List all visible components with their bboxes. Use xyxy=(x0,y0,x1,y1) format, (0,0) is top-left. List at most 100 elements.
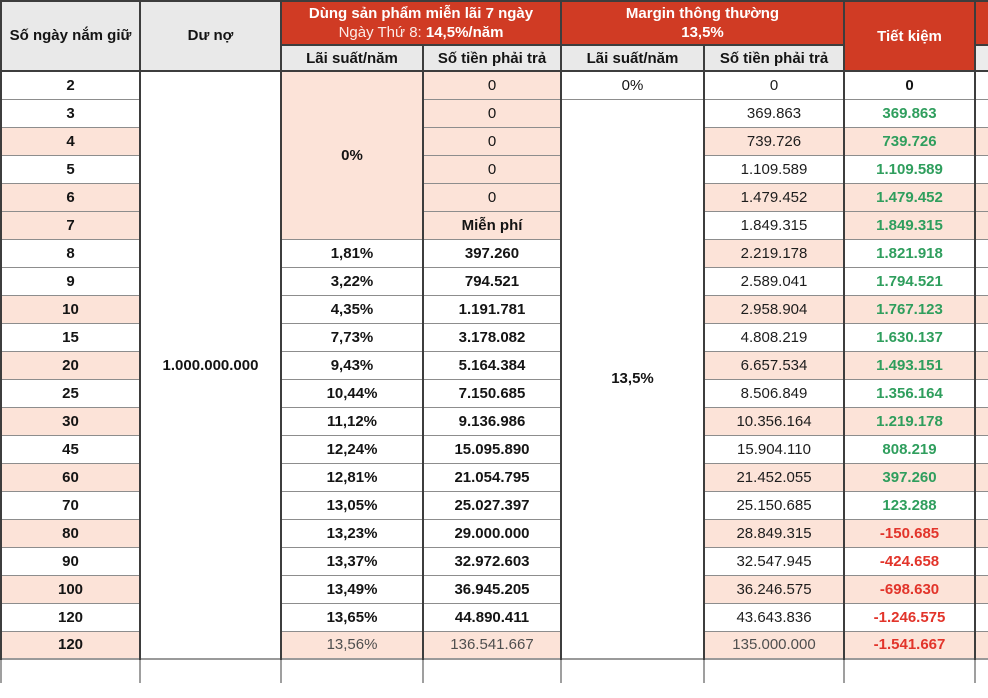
cell-promo-rate: 3,22% xyxy=(280,266,423,295)
cell-promo-amount: 32.972.603 xyxy=(422,546,561,575)
cell-saving: -150.685 xyxy=(843,518,976,547)
cell-saving: 1.219.178 xyxy=(843,406,976,435)
cell-days: 100 xyxy=(0,574,140,603)
partial-empty-row xyxy=(0,658,988,683)
cell-cutoff xyxy=(974,322,988,351)
table-row: 120 13,56% 136.541.667 135.000.000 -1.541.66… xyxy=(0,630,988,659)
cell-margin-amount: 25.150.685 xyxy=(702,490,845,519)
cell-promo-rate: 4,35% xyxy=(280,294,423,323)
cell-saving: 1.849.315 xyxy=(843,210,976,239)
cell-cutoff xyxy=(974,574,988,603)
cell-days: 8 xyxy=(0,238,140,267)
cell-days: 5 xyxy=(0,154,140,183)
subheader-margin-amount: Số tiền phải trả xyxy=(702,44,845,71)
cell-margin-amount: 1.109.589 xyxy=(702,154,845,183)
cell-promo-rate: 7,73% xyxy=(280,322,423,351)
subheader-promo-rate: Lãi suất/năm xyxy=(280,44,423,71)
table-row: 100 13,49% 36.945.205 36.246.575 -698.630 xyxy=(0,574,988,603)
cell-promo-amount: 25.027.397 xyxy=(422,490,561,519)
cell-days: 60 xyxy=(0,462,140,491)
cell-cutoff xyxy=(974,378,988,407)
cell-cutoff xyxy=(974,98,988,127)
cell-saving: 1.493.151 xyxy=(843,350,976,379)
cell-cutoff xyxy=(974,154,988,183)
table-row: 90 13,37% 32.972.603 32.547.945 -424.658 xyxy=(0,546,988,575)
cell-promo-amount: 21.054.795 xyxy=(422,462,561,491)
cell-margin-amount: 2.958.904 xyxy=(702,294,845,323)
table-row: 7 Miễn phí 1.849.315 1.849.315 xyxy=(0,210,988,239)
cell-promo-amount: 0 xyxy=(422,154,561,183)
cell-saving: 1.630.137 xyxy=(843,322,976,351)
cell-cutoff xyxy=(974,462,988,491)
cell-margin-amount: 10.356.164 xyxy=(702,406,845,435)
cell-empty xyxy=(422,658,561,683)
cell-saving: 0 xyxy=(843,70,976,99)
cell-days: 30 xyxy=(0,406,140,435)
subheader-margin-rate: Lãi suất/năm xyxy=(560,44,704,71)
cell-days: 70 xyxy=(0,490,140,519)
cell-promo-rate: 13,56% xyxy=(280,630,423,659)
cell-saving: -1.541.667 xyxy=(843,630,976,659)
cell-margin-amount: 135.000.000 xyxy=(702,630,845,659)
table-row: 3 0 13,5% 369.863 369.863 xyxy=(0,98,988,659)
cell-cutoff xyxy=(974,546,988,575)
cell-days: 9 xyxy=(0,266,140,295)
cell-empty xyxy=(280,658,423,683)
cell-margin-amount: 1.849.315 xyxy=(702,210,845,239)
table-row: 45 12,24% 15.095.890 15.904.110 808.219 xyxy=(0,434,988,463)
cell-margin-amount: 8.506.849 xyxy=(702,378,845,407)
cell-saving: 1.109.589 xyxy=(843,154,976,183)
cell-cutoff xyxy=(974,518,988,547)
cell-promo-amount: 5.164.384 xyxy=(422,350,561,379)
cell-promo-amount: 7.150.685 xyxy=(422,378,561,407)
cell-saving: -424.658 xyxy=(843,546,976,575)
cell-promo-rate: 13,65% xyxy=(280,602,423,631)
cell-promo-rate: 13,23% xyxy=(280,518,423,547)
header-days: Số ngày nắm giữ xyxy=(0,0,140,71)
table-body: 2 1.000.000.000 0% 0 0% 0 0 3 0 13,5% 369.863 369.8… xyxy=(0,70,988,683)
cell-margin-amount: 2.589.041 xyxy=(702,266,845,295)
cell-cutoff xyxy=(974,350,988,379)
cell-days: 7 xyxy=(0,210,140,239)
header-promo-title: Dùng sản phẩm miễn lãi 7 ngày xyxy=(308,5,534,22)
cell-promo-rate: 12,81% xyxy=(280,462,423,491)
cell-margin-amount: 43.643.836 xyxy=(702,602,845,631)
cell-cutoff xyxy=(974,238,988,267)
cell-saving: -1.246.575 xyxy=(843,602,976,631)
cell-empty xyxy=(560,658,704,683)
cell-saving: 369.863 xyxy=(843,98,976,127)
cell-margin-amount: 4.808.219 xyxy=(702,322,845,351)
cell-promo-amount: Miễn phí xyxy=(422,210,561,239)
cell-promo-rate: 9,43% xyxy=(280,350,423,379)
table-row: 20 9,43% 5.164.384 6.657.534 1.493.151 xyxy=(0,350,988,379)
cell-margin-rate-merged: 13,5% xyxy=(560,98,704,659)
cell-margin-amount: 0 xyxy=(702,70,845,99)
table-row: 120 13,65% 44.890.411 43.643.836 -1.246.575 xyxy=(0,602,988,631)
table-row: 6 0 1.479.452 1.479.452 xyxy=(0,182,988,211)
cell-empty xyxy=(702,658,845,683)
cell-promo-amount: 0 xyxy=(422,70,561,99)
header-savings: Tiết kiệm xyxy=(843,0,976,71)
cell-days: 120 xyxy=(0,602,140,631)
cell-cutoff xyxy=(974,70,988,99)
cell-days: 6 xyxy=(0,182,140,211)
table-row: 5 0 1.109.589 1.109.589 xyxy=(0,154,988,183)
cell-days: 45 xyxy=(0,434,140,463)
cell-days: 2 xyxy=(0,70,140,99)
cell-days: 15 xyxy=(0,322,140,351)
cell-promo-rate: 12,24% xyxy=(280,434,423,463)
cell-days: 25 xyxy=(0,378,140,407)
cell-saving: 808.219 xyxy=(843,434,976,463)
cell-margin-amount: 6.657.534 xyxy=(702,350,845,379)
table-row: 8 1,81% 397.260 2.219.178 1.821.918 xyxy=(0,238,988,267)
cell-saving: 1.356.164 xyxy=(843,378,976,407)
cell-days: 4 xyxy=(0,126,140,155)
cell-cutoff xyxy=(974,406,988,435)
cell-promo-amount: 3.178.082 xyxy=(422,322,561,351)
table-row: 25 10,44% 7.150.685 8.506.849 1.356.164 xyxy=(0,378,988,407)
table-row: 70 13,05% 25.027.397 25.150.685 123.288 xyxy=(0,490,988,519)
cell-promo-rate: 10,44% xyxy=(280,378,423,407)
table-row: 30 11,12% 9.136.986 10.356.164 1.219.178 xyxy=(0,406,988,435)
cell-margin-amount: 2.219.178 xyxy=(702,238,845,267)
cell-cutoff xyxy=(974,182,988,211)
